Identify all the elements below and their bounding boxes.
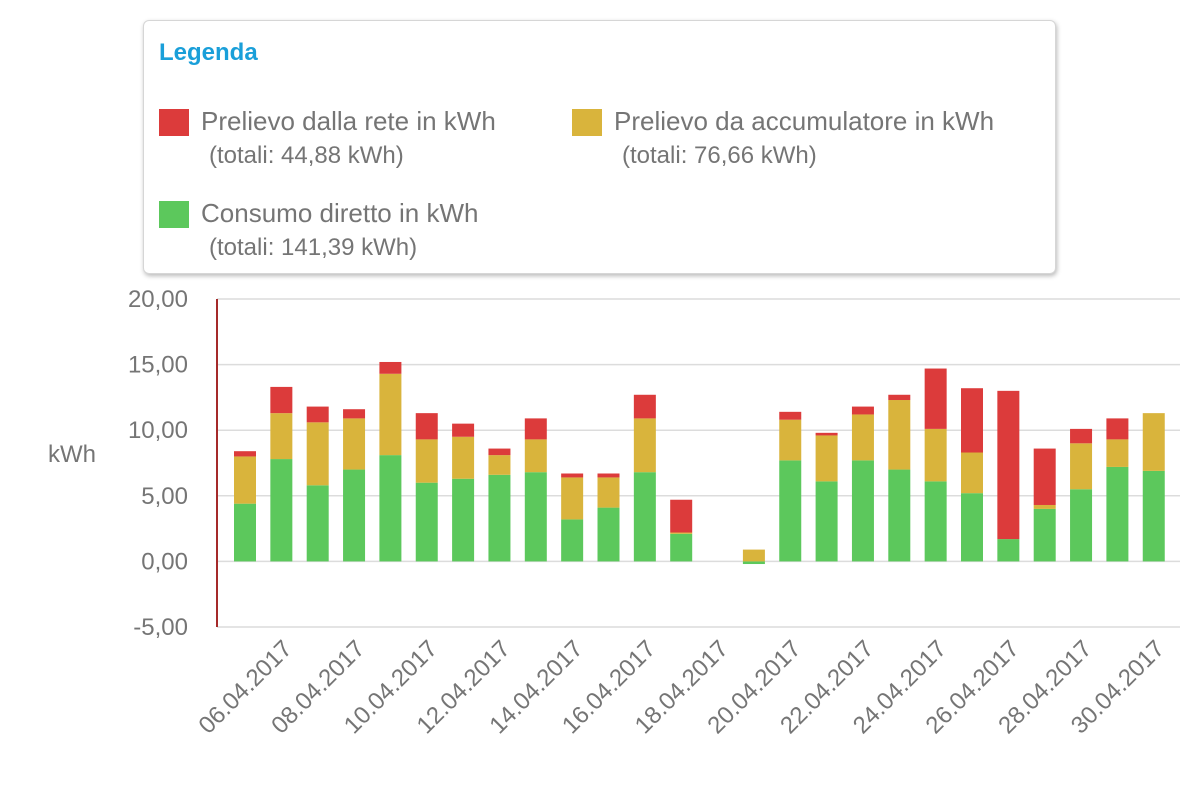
bar-direct-07.04.2017[interactable]	[306, 485, 329, 562]
bar-grid-25.04.2017[interactable]	[961, 388, 983, 453]
bar-grid-08.04.2017[interactable]	[343, 409, 366, 419]
bar-battery-14.04.2017[interactable]	[561, 477, 584, 520]
bar-direct-17.04.2017[interactable]	[670, 533, 693, 562]
bars	[234, 361, 1165, 565]
bar-battery-08.04.2017[interactable]	[343, 418, 366, 470]
bar-grid-07.04.2017[interactable]	[306, 406, 329, 423]
y-tick-label: 10,00	[128, 417, 188, 444]
y-tick-label: 20,00	[128, 286, 188, 313]
bar-direct-05.04.2017[interactable]	[234, 503, 256, 562]
bar-battery-10.04.2017[interactable]	[415, 439, 438, 483]
legend-box: Legenda Prelievo dalla rete in kWh (tota…	[143, 20, 1056, 274]
bar-grid-23.04.2017[interactable]	[888, 394, 911, 401]
bar-direct-09.04.2017[interactable]	[379, 455, 402, 562]
y-tick-label: 0,00	[141, 548, 188, 575]
legend-title: Legenda	[159, 39, 258, 66]
grid-lines	[217, 298, 1180, 628]
legend-total-grid: (totali: 44,88 kWh)	[209, 142, 404, 169]
legend-swatch-grid	[159, 109, 189, 136]
bar-direct-26.04.2017[interactable]	[997, 539, 1020, 562]
y-tick-label: 5,00	[141, 483, 188, 510]
bar-grid-22.04.2017[interactable]	[851, 406, 874, 415]
bar-grid-17.04.2017[interactable]	[670, 499, 693, 533]
bar-battery-20.04.2017[interactable]	[779, 419, 802, 461]
bar-battery-13.04.2017[interactable]	[524, 439, 547, 473]
bar-battery-24.04.2017[interactable]	[924, 428, 947, 482]
bar-battery-28.04.2017[interactable]	[1070, 443, 1093, 490]
legend-total-direct: (totali: 141,39 kWh)	[209, 234, 418, 261]
bar-battery-25.04.2017[interactable]	[961, 452, 983, 494]
legend-swatch-battery	[572, 109, 602, 136]
bar-grid-09.04.2017[interactable]	[379, 361, 402, 374]
legend-label-direct: Consumo diretto in kWh	[201, 198, 479, 228]
bar-battery-07.04.2017[interactable]	[306, 422, 329, 486]
y-tick-label: -5,00	[133, 614, 188, 641]
bar-battery-19.04.2017[interactable]	[742, 549, 765, 562]
bar-direct-14.04.2017[interactable]	[561, 519, 584, 562]
bar-grid-21.04.2017[interactable]	[815, 432, 838, 436]
bar-direct-08.04.2017[interactable]	[343, 469, 366, 562]
legend-total-battery: (totali: 76,66 kWh)	[622, 142, 817, 169]
bar-direct-24.04.2017[interactable]	[924, 481, 947, 562]
bar-battery-15.04.2017[interactable]	[597, 477, 620, 508]
bar-battery-21.04.2017[interactable]	[815, 435, 838, 482]
bar-grid-12.04.2017[interactable]	[488, 448, 511, 456]
bar-direct-13.04.2017[interactable]	[524, 472, 547, 562]
bar-grid-06.04.2017[interactable]	[270, 386, 293, 414]
bar-grid-13.04.2017[interactable]	[524, 418, 547, 440]
bar-battery-30.04.2017[interactable]	[1142, 413, 1165, 471]
y-tick-labels: 20,00 15,00 10,00 5,00 0,00 -5,00	[128, 286, 188, 641]
bar-grid-28.04.2017[interactable]	[1070, 428, 1093, 444]
bar-battery-17.04.2017[interactable]	[670, 532, 693, 534]
bar-grid-11.04.2017[interactable]	[452, 423, 475, 437]
legend-label-battery: Prelievo da accumulatore in kWh	[614, 106, 995, 136]
bar-direct-16.04.2017[interactable]	[633, 472, 656, 562]
bar-direct-06.04.2017[interactable]	[270, 459, 293, 562]
bar-grid-29.04.2017[interactable]	[1106, 418, 1129, 440]
legend-label-grid: Prelievo dalla rete in kWh	[201, 106, 496, 136]
bar-direct-20.04.2017[interactable]	[779, 460, 802, 562]
bar-direct-11.04.2017[interactable]	[452, 478, 475, 562]
bar-grid-10.04.2017[interactable]	[415, 413, 438, 440]
bar-battery-22.04.2017[interactable]	[851, 414, 874, 461]
bar-battery-16.04.2017[interactable]	[633, 418, 656, 473]
bar-direct-27.04.2017[interactable]	[1033, 508, 1056, 562]
bar-direct-22.04.2017[interactable]	[851, 460, 874, 562]
bar-battery-11.04.2017[interactable]	[452, 436, 475, 479]
bar-battery-27.04.2017[interactable]	[1033, 504, 1056, 509]
legend-swatch-direct	[159, 201, 189, 228]
bar-battery-12.04.2017[interactable]	[488, 455, 511, 475]
bar-battery-05.04.2017[interactable]	[234, 456, 256, 504]
bar-direct-23.04.2017[interactable]	[888, 469, 911, 562]
bar-direct-15.04.2017[interactable]	[597, 507, 620, 562]
y-axis-title: kWh	[48, 441, 96, 468]
bar-grid-26.04.2017[interactable]	[997, 390, 1020, 540]
bar-direct-28.04.2017[interactable]	[1070, 489, 1093, 562]
bar-direct-29.04.2017[interactable]	[1106, 466, 1129, 562]
bar-battery-06.04.2017[interactable]	[270, 413, 293, 460]
bar-direct-21.04.2017[interactable]	[815, 481, 838, 562]
bar-direct-12.04.2017[interactable]	[488, 474, 511, 562]
bar-direct-30.04.2017[interactable]	[1142, 470, 1165, 562]
bar-grid-14.04.2017[interactable]	[561, 473, 584, 478]
bar-direct-25.04.2017[interactable]	[961, 493, 983, 562]
bar-direct-10.04.2017[interactable]	[415, 482, 438, 562]
bar-grid-24.04.2017[interactable]	[924, 368, 947, 429]
bar-battery-29.04.2017[interactable]	[1106, 439, 1129, 467]
bar-grid-05.04.2017[interactable]	[234, 451, 256, 457]
bar-grid-15.04.2017[interactable]	[597, 473, 620, 478]
bar-battery-09.04.2017[interactable]	[379, 373, 402, 456]
bar-direct-19.04.2017[interactable]	[742, 561, 765, 565]
bar-battery-23.04.2017[interactable]	[888, 400, 911, 470]
x-tick-labels: 06.04.201708.04.201710.04.201712.04.2017…	[194, 635, 1170, 739]
bar-grid-20.04.2017[interactable]	[779, 411, 802, 420]
bar-grid-27.04.2017[interactable]	[1033, 448, 1056, 505]
y-tick-label: 15,00	[128, 352, 188, 379]
bar-grid-16.04.2017[interactable]	[633, 394, 656, 419]
